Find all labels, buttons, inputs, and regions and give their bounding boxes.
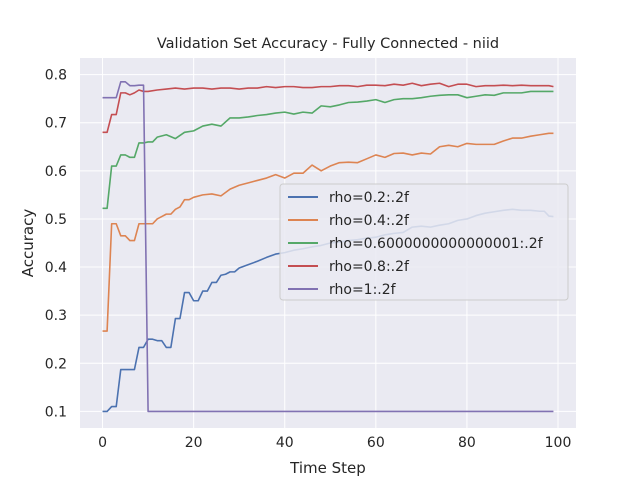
y-tick-label: 0.2	[45, 356, 67, 372]
legend-box	[279, 183, 569, 301]
legend-label: rho=0.8:.2f	[329, 259, 410, 275]
x-tick-label: 20	[185, 435, 203, 451]
series-line-2	[102, 132, 554, 332]
y-tick-label: 0.4	[45, 260, 67, 276]
y-tick-label: 0.1	[45, 404, 67, 420]
x-tick-label: 40	[276, 435, 294, 451]
legend-label: rho=0.4:.2f	[329, 213, 410, 229]
legend-label: rho=1:.2f	[329, 282, 397, 298]
tick-labels: 0 20 40 60 80 100 0.1 0.2 0.3 0.4 0.5 0.6 0.7 0.8	[45, 68, 572, 451]
legend: rho=0.2:.2f rho=0.4:.2f rho=0.600000000000…	[279, 183, 569, 301]
x-tick-label: 100	[545, 435, 572, 451]
y-tick-label: 0.3	[45, 308, 67, 324]
y-tick-label: 0.8	[45, 68, 67, 84]
chart-title: Validation Set Accuracy - Fully Connecte…	[157, 36, 499, 52]
y-tick-label: 0.7	[45, 116, 67, 132]
x-axis-label: Time Step	[289, 459, 366, 477]
legend-label: rho=0.2:.2f	[329, 190, 410, 206]
series-layer	[102, 81, 554, 413]
legend-label: rho=0.6000000000000001:.2f	[329, 236, 544, 252]
x-tick-label: 0	[98, 435, 107, 451]
x-tick-label: 80	[458, 435, 476, 451]
y-tick-label: 0.6	[45, 164, 67, 180]
series-line-5	[102, 81, 554, 413]
y-tick-label: 0.5	[45, 212, 67, 228]
y-axis-label: Accuracy	[19, 209, 37, 278]
x-tick-label: 60	[367, 435, 385, 451]
